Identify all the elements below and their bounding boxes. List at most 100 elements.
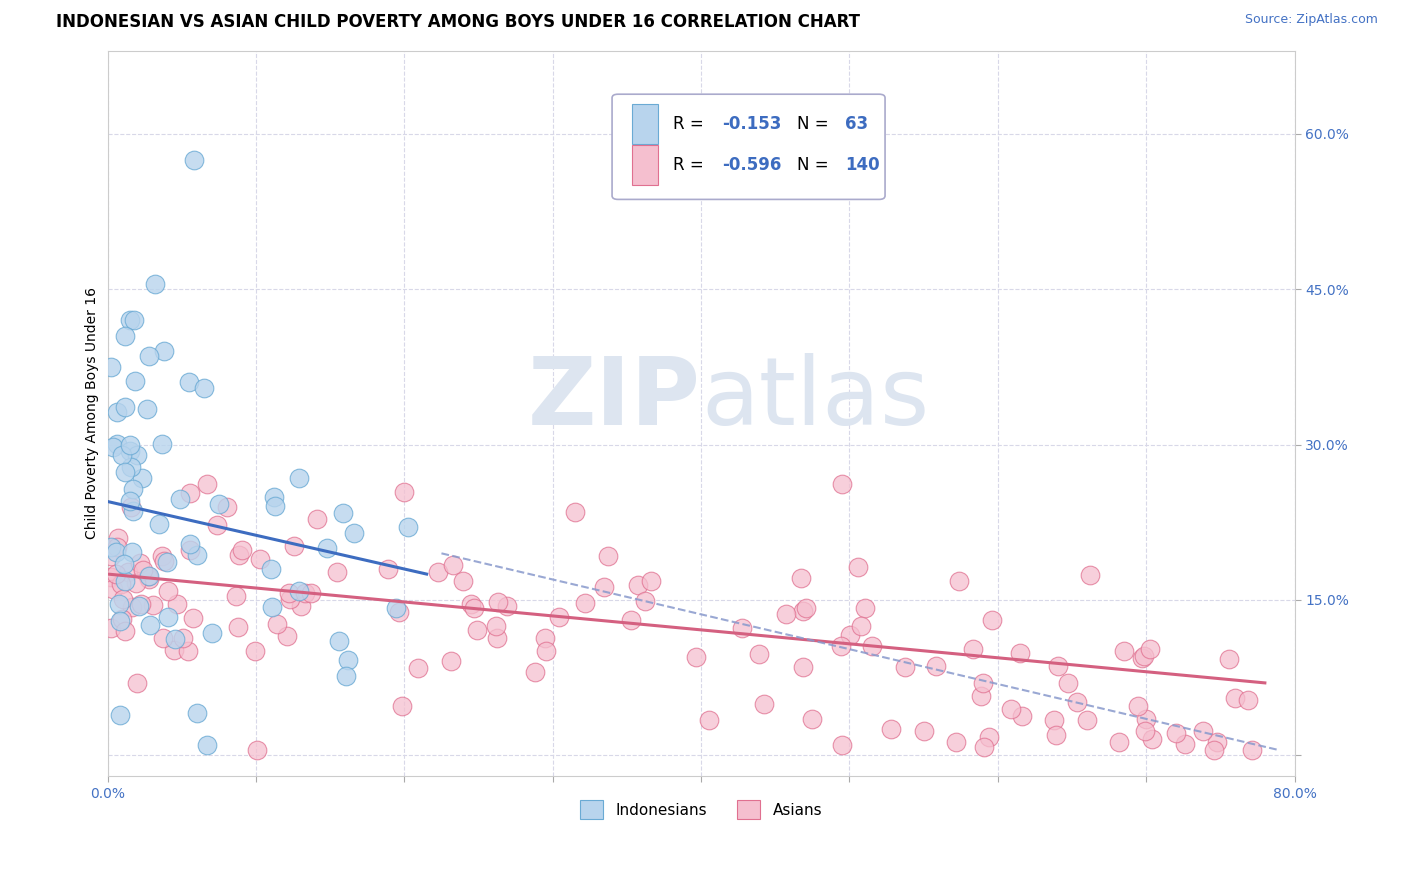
Point	[105, 567, 128, 582]
Point	[112, 558, 135, 572]
Point	[118, 494, 141, 508]
Point	[1108, 735, 1130, 749]
Point	[277, 586, 299, 600]
Point	[533, 631, 555, 645]
Text: -0.153: -0.153	[723, 114, 782, 133]
Point	[1135, 712, 1157, 726]
Point	[186, 548, 208, 562]
Point	[640, 574, 662, 588]
Point	[163, 643, 186, 657]
FancyBboxPatch shape	[633, 145, 658, 185]
Point	[592, 580, 614, 594]
Point	[100, 549, 122, 564]
Point	[460, 597, 482, 611]
Point	[114, 329, 136, 343]
Text: -0.596: -0.596	[723, 156, 782, 174]
Point	[860, 640, 883, 654]
Point	[169, 491, 191, 506]
Point	[117, 565, 139, 579]
Point	[205, 518, 228, 533]
Point	[129, 597, 152, 611]
Point	[150, 549, 173, 564]
Point	[148, 516, 170, 531]
Point	[1045, 728, 1067, 742]
Text: R =: R =	[672, 114, 709, 133]
Text: Source: ZipAtlas.com: Source: ZipAtlas.com	[1244, 13, 1378, 27]
Text: N =: N =	[797, 156, 834, 174]
Point	[100, 360, 122, 375]
Point	[217, 500, 239, 515]
Point	[1192, 724, 1215, 739]
Point	[789, 571, 811, 585]
Point	[754, 698, 776, 712]
Point	[139, 618, 162, 632]
Point	[181, 611, 204, 625]
Point	[441, 558, 464, 573]
Point	[496, 599, 519, 614]
Point	[1166, 725, 1188, 739]
Point	[912, 723, 935, 738]
Point	[152, 631, 174, 645]
Point	[114, 624, 136, 639]
Point	[1223, 691, 1246, 706]
Point	[1237, 693, 1260, 707]
Point	[627, 578, 650, 592]
Point	[485, 619, 508, 633]
Point	[127, 675, 149, 690]
Point	[153, 554, 176, 568]
Point	[136, 569, 159, 583]
Point	[801, 712, 824, 726]
Point	[830, 639, 852, 653]
Point	[548, 610, 571, 624]
Point	[124, 313, 146, 327]
Point	[326, 566, 349, 580]
Point	[524, 665, 547, 679]
Point	[343, 526, 366, 541]
Point	[118, 313, 141, 327]
Point	[122, 504, 145, 518]
Point	[105, 540, 128, 554]
Point	[278, 592, 301, 607]
Point	[114, 401, 136, 415]
Point	[486, 631, 509, 645]
Point	[263, 490, 285, 504]
Point	[105, 437, 128, 451]
Point	[879, 722, 901, 736]
Point	[574, 596, 596, 610]
Text: atlas: atlas	[702, 353, 929, 445]
Point	[1174, 737, 1197, 751]
Point	[108, 708, 131, 723]
Point	[120, 459, 142, 474]
Point	[894, 659, 917, 673]
Point	[276, 629, 298, 643]
Point	[685, 650, 707, 665]
Point	[697, 713, 720, 727]
Point	[948, 574, 970, 588]
Point	[775, 607, 797, 622]
Legend: Indonesians, Asians: Indonesians, Asians	[572, 793, 830, 827]
Point	[1206, 734, 1229, 748]
Point	[153, 344, 176, 359]
Point	[1139, 642, 1161, 657]
Point	[1135, 723, 1157, 738]
Point	[377, 562, 399, 576]
Point	[243, 643, 266, 657]
Point	[288, 471, 311, 485]
Point	[849, 619, 872, 633]
Point	[831, 476, 853, 491]
Point	[105, 405, 128, 419]
Point	[406, 661, 429, 675]
Point	[337, 653, 360, 667]
Point	[266, 616, 288, 631]
Point	[1043, 713, 1066, 727]
Point	[1046, 659, 1069, 673]
Point	[1130, 650, 1153, 665]
Point	[1000, 702, 1022, 716]
Point	[100, 570, 122, 584]
Text: 63: 63	[845, 114, 868, 133]
Point	[792, 604, 814, 618]
Point	[294, 586, 316, 600]
Point	[201, 625, 224, 640]
Point	[260, 562, 283, 576]
Point	[1008, 646, 1031, 660]
